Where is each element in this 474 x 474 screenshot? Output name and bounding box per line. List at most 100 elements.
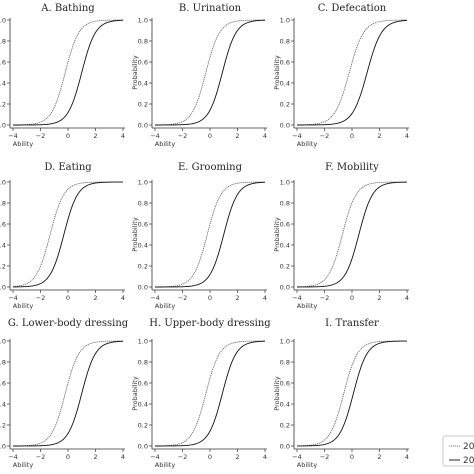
series-line-2 [12, 181, 123, 288]
series-line-1 [296, 19, 407, 126]
x-tick-label: −4 [150, 453, 160, 461]
x-tick-label: 4 [263, 132, 267, 140]
x-tick-label: 2 [235, 453, 239, 461]
chart-panel-1: A. Bathing 0.0 0.2 0.4 0.6 0.8 1.0 −4 −2 0 2 4 Abili… [0, 3, 125, 148]
y-tick-label: 0.8 [138, 37, 148, 45]
x-axis-label: Ability [297, 461, 318, 469]
series-line-2 [155, 340, 266, 447]
y-tick-label: 0.8 [138, 199, 148, 207]
chart-panel-3: C. Defecation 0.0 0.2 0.4 0.6 0.8 1.0 −4 −2 0 2 4 Ab… [273, 3, 409, 148]
y-tick-label: 0.4 [0, 400, 6, 408]
series-line-2 [297, 181, 408, 288]
y-tick-label: 0.6 [138, 379, 148, 387]
x-tick-label: 0 [208, 453, 212, 461]
x-tick-label: −2 [320, 132, 330, 140]
x-axis-label: Ability [155, 461, 176, 469]
x-tick-label: −4 [292, 294, 302, 302]
x-tick-label: 4 [263, 294, 267, 302]
panel-title: G. Lower-body dressing [8, 318, 129, 329]
x-tick-label: 4 [405, 132, 409, 140]
y-tick-label: 1.0 [138, 16, 148, 24]
y-tick-label: 0.8 [0, 199, 6, 207]
series-line-2 [155, 19, 266, 126]
series-line-1 [296, 340, 407, 447]
x-tick-label: −2 [36, 132, 46, 140]
y-tick-label: 0.0 [138, 442, 148, 450]
x-tick-label: 2 [93, 453, 97, 461]
y-tick-label: 1.0 [0, 337, 6, 345]
y-tick-label: 1.0 [280, 16, 290, 24]
y-tick-label: 0.8 [280, 37, 290, 45]
x-tick-label: 0 [66, 132, 70, 140]
x-tick-label: 4 [121, 294, 125, 302]
y-tick-label: 0.0 [138, 121, 148, 129]
y-tick-label: 0.4 [0, 79, 6, 87]
x-tick-label: 4 [121, 453, 125, 461]
series-line-2 [12, 340, 124, 447]
y-tick-label: 1.0 [280, 178, 290, 186]
y-tick-label: 0.2 [138, 100, 148, 108]
y-tick-label: 0.4 [138, 241, 148, 249]
series-line-1 [154, 340, 265, 447]
x-tick-label: −4 [8, 294, 18, 302]
x-tick-label: −2 [320, 453, 330, 461]
series-line-1 [12, 340, 124, 447]
y-tick-label: 0.4 [138, 79, 148, 87]
series-line-2 [154, 181, 266, 288]
x-tick-label: −2 [36, 294, 46, 302]
y-tick-label: 1.0 [138, 337, 148, 345]
x-tick-label: −2 [178, 132, 188, 140]
chart-panel-2: B. Urination 0.0 0.2 0.4 0.6 0.8 1.0 −4 −2 0 2 4 Abi… [131, 3, 267, 148]
panel-title: A. Bathing [40, 3, 95, 14]
y-tick-label: 0.6 [280, 379, 290, 387]
y-tick-label: 0.4 [0, 241, 6, 249]
x-tick-label: −4 [8, 453, 18, 461]
x-tick-label: 4 [121, 132, 125, 140]
y-tick-label: 0.0 [280, 121, 290, 129]
y-tick-label: 0.6 [280, 58, 290, 66]
x-tick-label: 4 [405, 453, 409, 461]
x-tick-label: 0 [208, 294, 212, 302]
x-tick-label: 2 [235, 132, 239, 140]
x-tick-label: −4 [150, 132, 160, 140]
y-tick-label: 0.0 [138, 283, 148, 291]
chart-panel-7: G. Lower-body dressing 0.0 0.2 0.4 0.6 0.8 1.0… [0, 318, 129, 469]
x-tick-label: 2 [377, 453, 381, 461]
y-tick-label: 0.2 [0, 262, 6, 270]
x-tick-label: 2 [377, 294, 381, 302]
y-axis-label: Probability [131, 376, 139, 411]
y-tick-label: 0.0 [280, 442, 290, 450]
x-tick-label: −4 [150, 294, 160, 302]
x-tick-label: 0 [350, 132, 354, 140]
y-tick-label: 1.0 [0, 16, 6, 24]
panel-title: B. Urination [179, 3, 242, 14]
x-axis-label: Ability [297, 140, 318, 148]
y-tick-label: 0.2 [0, 421, 6, 429]
y-axis-label: Probability [131, 55, 139, 90]
y-tick-label: 0.0 [280, 283, 290, 291]
x-tick-label: 0 [66, 453, 70, 461]
x-tick-label: −2 [178, 294, 188, 302]
chart-panel-4: D. Eating 0.0 0.2 0.4 0.6 0.8 1.0 −4 −2 0 2 4 Abilit… [0, 162, 125, 310]
x-tick-label: 4 [405, 294, 409, 302]
y-tick-label: 0.2 [138, 262, 148, 270]
x-tick-label: 2 [93, 132, 97, 140]
x-tick-label: −2 [36, 453, 46, 461]
series-line-1 [154, 19, 265, 126]
chart-panel-6: F. Mobility 0.0 0.2 0.4 0.6 0.8 1.0 −4 −2 0 2 4 Abil… [273, 162, 409, 310]
chart-panel-9: I. Transfer 0.0 0.2 0.4 0.6 0.8 1.0 −4 −2 0 2 4 Abil… [273, 318, 409, 469]
y-axis-label: Probability [273, 55, 281, 90]
x-tick-label: −2 [320, 294, 330, 302]
y-tick-label: 0.6 [0, 379, 6, 387]
y-tick-label: 0.6 [0, 58, 6, 66]
legend-label-2: 20 [463, 456, 474, 466]
panel-title: F. Mobility [325, 162, 379, 173]
y-tick-label: 1.0 [0, 178, 6, 186]
y-tick-label: 1.0 [138, 178, 148, 186]
x-tick-label: 0 [350, 294, 354, 302]
y-tick-label: 0.4 [138, 400, 148, 408]
x-axis-label: Ability [155, 140, 176, 148]
y-tick-label: 0.8 [280, 199, 290, 207]
series-line-2 [297, 19, 408, 126]
y-tick-label: 0.8 [0, 358, 6, 366]
